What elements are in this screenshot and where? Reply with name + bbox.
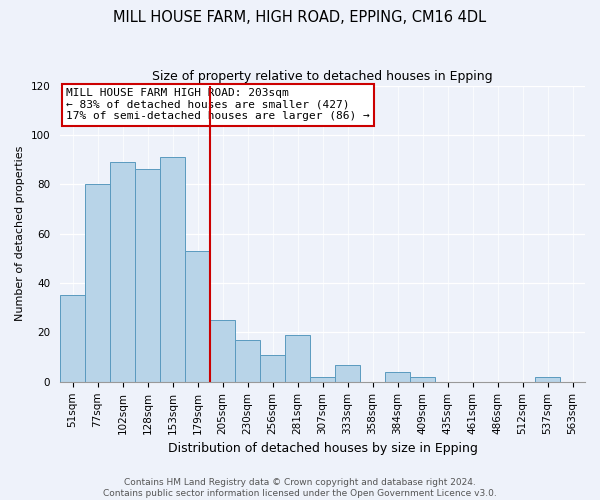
- Bar: [235, 340, 260, 382]
- Bar: [535, 377, 560, 382]
- Bar: [335, 364, 360, 382]
- Text: MILL HOUSE FARM, HIGH ROAD, EPPING, CM16 4DL: MILL HOUSE FARM, HIGH ROAD, EPPING, CM16…: [113, 10, 487, 25]
- Bar: [285, 335, 310, 382]
- Bar: [160, 157, 185, 382]
- Bar: [210, 320, 235, 382]
- Bar: [385, 372, 410, 382]
- Bar: [260, 354, 285, 382]
- X-axis label: Distribution of detached houses by size in Epping: Distribution of detached houses by size …: [167, 442, 478, 455]
- Text: MILL HOUSE FARM HIGH ROAD: 203sqm
← 83% of detached houses are smaller (427)
17%: MILL HOUSE FARM HIGH ROAD: 203sqm ← 83% …: [66, 88, 370, 121]
- Bar: [410, 377, 435, 382]
- Title: Size of property relative to detached houses in Epping: Size of property relative to detached ho…: [152, 70, 493, 83]
- Bar: [135, 170, 160, 382]
- Text: Contains HM Land Registry data © Crown copyright and database right 2024.
Contai: Contains HM Land Registry data © Crown c…: [103, 478, 497, 498]
- Bar: [185, 251, 210, 382]
- Bar: [310, 377, 335, 382]
- Bar: [110, 162, 135, 382]
- Y-axis label: Number of detached properties: Number of detached properties: [15, 146, 25, 322]
- Bar: [60, 296, 85, 382]
- Bar: [85, 184, 110, 382]
